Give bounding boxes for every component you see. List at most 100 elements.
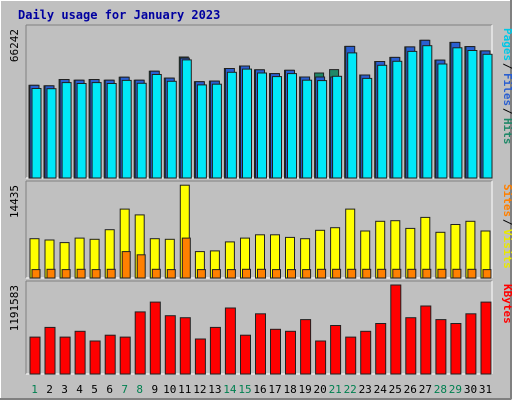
legend-files: Files xyxy=(501,73,512,106)
bar-kbytes-day-27 xyxy=(420,305,432,375)
bar-pages-day-8 xyxy=(136,82,147,179)
series-kbytes xyxy=(29,284,492,375)
bar-pages-day-23 xyxy=(362,77,373,179)
bar-pages-day-24 xyxy=(377,64,388,179)
bar-sites-day-20 xyxy=(317,268,327,279)
bar-kbytes-day-16 xyxy=(255,313,266,375)
x-axis-day-labels: 1 2 3 4 5 6 7 8 9 10 11 12 13 14 15 16 17 18 19 20 21 22 23 24 2… xyxy=(31,383,492,396)
bar-kbytes-day-31 xyxy=(480,301,492,375)
bar-kbytes-day-21 xyxy=(330,325,342,375)
bar-kbytes-day-28 xyxy=(435,319,447,375)
bar-sites-day-10 xyxy=(166,269,176,279)
panel-visits-sites: 14435 Sites / Visits xyxy=(8,180,512,279)
bar-pages-day-16 xyxy=(257,72,267,179)
bar-kbytes-day-1 xyxy=(29,336,41,375)
bar-kbytes-day-24 xyxy=(375,323,387,375)
bar-sites-day-30 xyxy=(467,268,477,279)
side-legend: Pages / Files / Hits xyxy=(501,28,512,145)
bar-sites-day-22 xyxy=(347,268,357,279)
bar-kbytes-day-22 xyxy=(345,336,357,375)
bar-pages-day-22 xyxy=(347,52,358,179)
bar-sites-day-24 xyxy=(377,268,387,279)
day-label-4: 4 xyxy=(76,383,83,396)
bar-pages-day-26 xyxy=(407,50,418,179)
bar-pages-day-29 xyxy=(452,47,463,179)
bar-kbytes-day-7 xyxy=(119,336,131,375)
bar-pages-day-30 xyxy=(467,50,478,179)
legend-sites: Sites xyxy=(501,184,512,217)
day-label-6: 6 xyxy=(106,383,113,396)
y-max-tick-label: 14435 xyxy=(8,185,21,218)
bar-kbytes-day-13 xyxy=(209,326,221,375)
legend-hits: Hits xyxy=(501,118,512,145)
bar-sites-day-13 xyxy=(211,269,221,279)
day-label-17: 17 xyxy=(268,383,281,396)
bar-pages-day-21 xyxy=(332,75,343,179)
day-label-21: 21 xyxy=(329,383,342,396)
bar-pages-day-28 xyxy=(437,63,448,179)
legend-separator: / xyxy=(501,63,512,70)
bar-sites-day-31 xyxy=(482,269,492,279)
side-legend: Sites / Visits xyxy=(501,184,512,269)
legend-separator: / xyxy=(501,108,512,115)
side-legend: KBytes xyxy=(501,284,512,324)
bar-kbytes-day-30 xyxy=(465,313,477,375)
day-label-10: 10 xyxy=(163,383,176,396)
day-label-16: 16 xyxy=(253,383,266,396)
bar-sites-day-25 xyxy=(392,268,402,279)
day-label-7: 7 xyxy=(121,383,128,396)
day-label-25: 25 xyxy=(389,383,402,396)
bar-kbytes-day-9 xyxy=(149,301,161,375)
day-label-3: 3 xyxy=(61,383,68,396)
bar-pages-day-6 xyxy=(106,83,117,179)
bar-sites-day-29 xyxy=(452,268,462,279)
bar-kbytes-day-6 xyxy=(104,334,116,375)
y-max-tick-label: 66242 xyxy=(8,29,21,62)
bar-pages-day-14 xyxy=(226,71,237,179)
series-visits xyxy=(29,184,491,279)
bar-sites-day-3 xyxy=(61,269,71,279)
bar-pages-day-25 xyxy=(392,60,403,179)
bar-kbytes-day-29 xyxy=(450,323,462,375)
bar-sites-day-14 xyxy=(226,269,236,279)
series-sites xyxy=(31,237,492,279)
bar-sites-day-11 xyxy=(181,237,191,279)
bar-sites-day-12 xyxy=(196,269,206,279)
bar-pages-day-1 xyxy=(31,88,42,179)
bar-sites-day-17 xyxy=(272,269,281,279)
day-label-15: 15 xyxy=(238,383,251,396)
bar-pages-day-31 xyxy=(482,53,493,179)
bar-kbytes-day-5 xyxy=(89,340,101,375)
bar-kbytes-day-25 xyxy=(390,284,402,375)
day-label-24: 24 xyxy=(374,383,388,396)
bar-sites-day-19 xyxy=(302,269,312,279)
legend-visits: Visits xyxy=(501,229,512,269)
y-max-tick-label: 1191583 xyxy=(8,285,21,331)
chart-title: Daily usage for January 2023 xyxy=(18,8,220,22)
day-label-30: 30 xyxy=(464,383,477,396)
bar-pages-day-19 xyxy=(302,79,313,179)
bar-kbytes-day-4 xyxy=(74,330,86,375)
bar-pages-day-10 xyxy=(166,80,177,179)
day-label-23: 23 xyxy=(359,383,372,396)
bar-pages-day-9 xyxy=(151,74,162,179)
bar-pages-day-18 xyxy=(287,73,297,179)
bar-sites-day-1 xyxy=(31,269,41,279)
bar-kbytes-day-11 xyxy=(179,317,191,375)
bar-sites-day-15 xyxy=(242,268,251,279)
bar-pages-day-7 xyxy=(121,79,132,179)
day-label-18: 18 xyxy=(283,383,296,396)
day-label-19: 19 xyxy=(298,383,311,396)
bar-kbytes-day-20 xyxy=(315,340,327,375)
day-label-28: 28 xyxy=(434,383,447,396)
bar-pages-day-17 xyxy=(272,76,282,179)
bar-pages-day-3 xyxy=(61,82,72,179)
day-label-20: 20 xyxy=(313,383,326,396)
bar-pages-day-2 xyxy=(46,88,57,179)
bar-kbytes-day-15 xyxy=(240,334,251,375)
bar-pages-day-20 xyxy=(317,80,328,179)
day-label-27: 27 xyxy=(419,383,432,396)
chart-panels: 66242 Pages / Files / Hits 14435 Sites / Visits 11… xyxy=(8,24,512,375)
day-label-8: 8 xyxy=(136,383,143,396)
